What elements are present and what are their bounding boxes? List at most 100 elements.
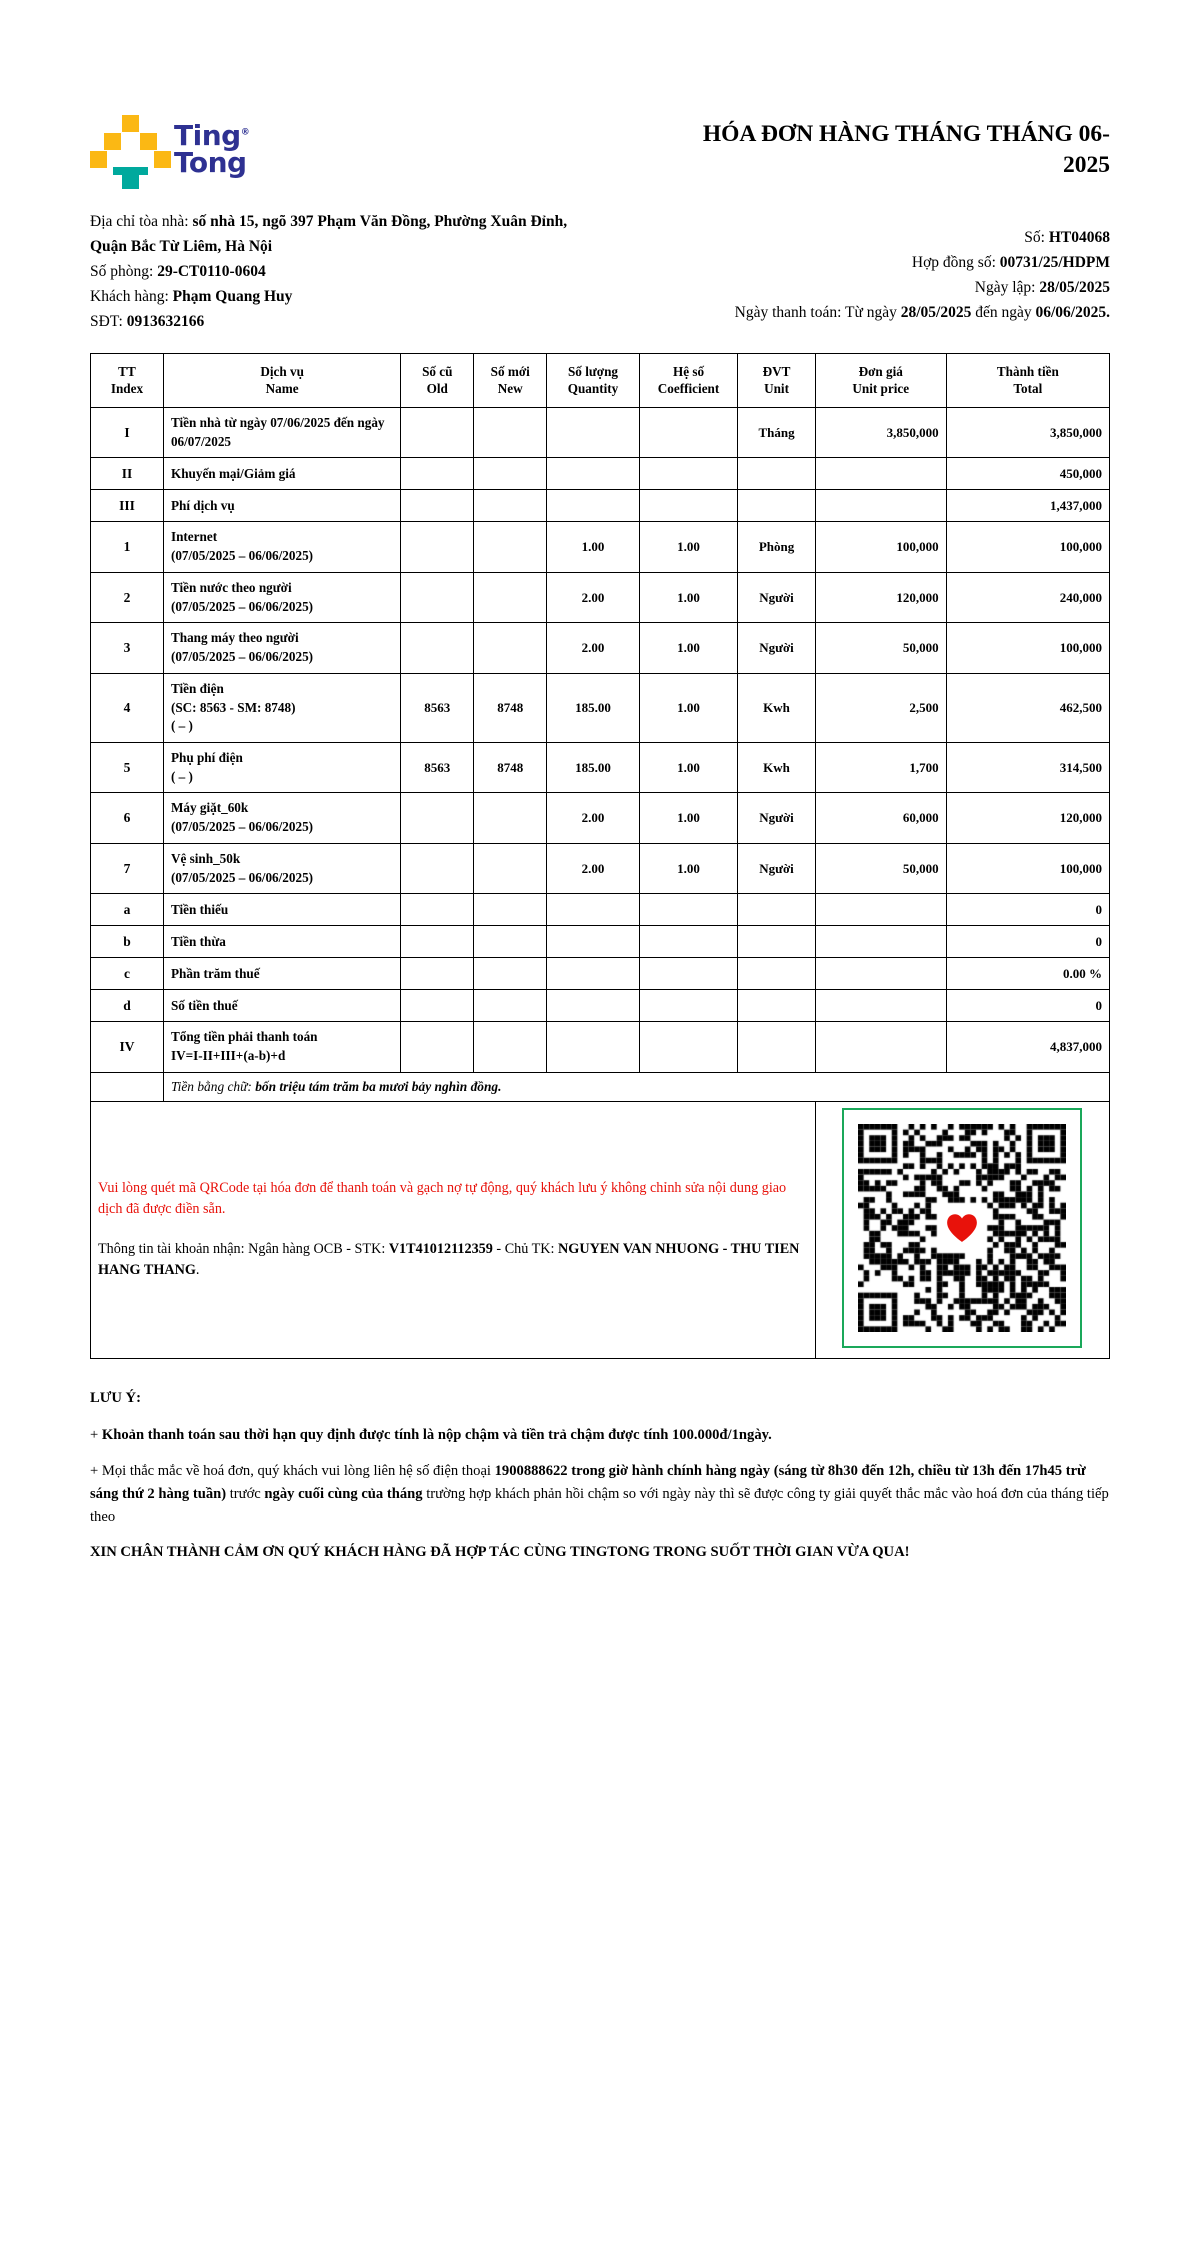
note-hotline: + Mọi thắc mắc về hoá đơn, quý khách vui… bbox=[90, 1462, 1109, 1526]
cell-coefficient: 1.00 bbox=[638, 571, 739, 624]
invoice-number-value: HT04068 bbox=[1048, 229, 1110, 246]
cell-old bbox=[400, 989, 475, 1023]
cell-total: 0 bbox=[945, 989, 1111, 1023]
cell-name: Tiền thiếu bbox=[162, 893, 402, 927]
cell-unit: Người bbox=[737, 792, 816, 844]
cell-coefficient bbox=[638, 1021, 739, 1073]
cell-unit bbox=[737, 457, 816, 491]
cell-index: 5 bbox=[90, 741, 164, 794]
cell-quantity: 2.00 bbox=[546, 622, 640, 674]
customer-phone-line: SĐT: 0913632166 bbox=[90, 309, 570, 334]
cell-old: 8563 bbox=[400, 672, 475, 744]
cell-unit: Kwh bbox=[737, 672, 816, 744]
table-row: 4 Tiền điện (SC: 8563 - SM: 8748)( – ) 8563… bbox=[90, 672, 1111, 744]
cell-unit: Tháng bbox=[737, 406, 816, 459]
cell-index: 1 bbox=[90, 521, 164, 573]
bank-account-number: V1T41012112359 bbox=[388, 1240, 493, 1257]
cell-new bbox=[473, 792, 548, 844]
table-row: c Phần trăm thuế 0.00 % bbox=[90, 957, 1111, 991]
cell-total: 240,000 bbox=[945, 571, 1111, 624]
payment-period-label: Ngày thanh toán: Từ ngày bbox=[734, 304, 897, 322]
created-date-value: 28/05/2025 bbox=[1039, 279, 1110, 297]
cell-unit bbox=[737, 925, 816, 959]
cell-name: Tổng tiền phải thanh toán IV=I-II+III+(a-… bbox=[162, 1021, 402, 1073]
invoice-footer-notes: LƯU Ý: + Khoản thanh toán sau thời hạn q… bbox=[0, 1359, 1200, 1604]
cell-coefficient: 1.00 bbox=[638, 622, 739, 674]
cell-new bbox=[473, 989, 548, 1023]
cell-index: c bbox=[90, 957, 164, 991]
cell-total: 4,837,000 bbox=[945, 1021, 1111, 1073]
qr-code-frame[interactable] bbox=[842, 1107, 1083, 1348]
cell-name: Số tiền thuế bbox=[162, 989, 402, 1023]
cell-quantity bbox=[546, 989, 640, 1023]
table-row: IV Tổng tiền phải thanh toán IV=I-II+III+(… bbox=[90, 1021, 1111, 1073]
col-header-index: TT Index bbox=[90, 352, 164, 408]
cell-coefficient: 1.00 bbox=[638, 842, 739, 895]
cell-coefficient: 1.00 bbox=[638, 521, 739, 573]
cell-quantity bbox=[546, 406, 640, 459]
logo-text-ting: Ting bbox=[174, 119, 241, 153]
cell-quantity: 2.00 bbox=[546, 842, 640, 895]
cell-new bbox=[473, 457, 548, 491]
table-row: d Số tiền thuế 0 bbox=[90, 989, 1111, 1023]
invoice-meta: Địa chỉ tòa nhà: số nhà 15, ngõ 397 Phạm… bbox=[0, 187, 1200, 335]
contract-number-line: Hợp đồng số: 00731/25/HDPM bbox=[570, 250, 1110, 275]
cell-name: Vệ sinh_50k (07/05/2025 – 06/06/2025) bbox=[162, 842, 402, 895]
payment-period-from: 28/05/2025 bbox=[900, 304, 972, 322]
contract-number-value: 00731/25/HDPM bbox=[999, 254, 1110, 272]
cell-new: 8748 bbox=[473, 741, 548, 794]
cell-new bbox=[473, 957, 548, 991]
cell-index: 3 bbox=[90, 622, 164, 674]
cell-quantity: 2.00 bbox=[546, 792, 640, 844]
cell-quantity bbox=[546, 925, 640, 959]
cell-quantity: 2.00 bbox=[546, 571, 640, 624]
cell-new bbox=[473, 406, 548, 459]
cell-new bbox=[473, 842, 548, 895]
cell-unit bbox=[737, 489, 816, 523]
thanks-message: XIN CHÂN THÀNH CẢM ƠN QUÝ KHÁCH HÀNG ĐÃ … bbox=[90, 1544, 910, 1561]
cell-index: 6 bbox=[90, 792, 164, 844]
invoice-meta-right: Số: HT04068 Hợp đồng số: 00731/25/HDPM N… bbox=[570, 209, 1110, 335]
cell-index: IV bbox=[90, 1021, 164, 1073]
invoice-table-head: TT Index Dịch vụ Name Số cũ Old Số mới N… bbox=[90, 352, 1111, 408]
cell-new bbox=[473, 571, 548, 624]
cell-total: 100,000 bbox=[945, 842, 1111, 895]
cell-index: d bbox=[90, 989, 164, 1023]
col-header-total: Thành tiền Total bbox=[945, 352, 1111, 408]
cell-old bbox=[400, 457, 475, 491]
cell-coefficient: 1.00 bbox=[638, 741, 739, 794]
cell-unit-price: 100,000 bbox=[814, 521, 947, 573]
cell-spacer bbox=[90, 1071, 164, 1102]
table-row: 6 Máy giặt_60k (07/05/2025 – 06/06/2025) 2.… bbox=[90, 792, 1111, 844]
cell-unit: Phòng bbox=[737, 521, 816, 573]
invoice-number-label: Số: bbox=[1024, 229, 1045, 246]
cell-unit bbox=[737, 989, 816, 1023]
room-number-line: Số phòng: 29-CT0110-0604 bbox=[90, 259, 570, 284]
cell-old bbox=[400, 1021, 475, 1073]
customer-phone-value: 0913632166 bbox=[126, 313, 205, 331]
cell-unit-price: 1,700 bbox=[814, 741, 947, 794]
cell-new bbox=[473, 1021, 548, 1073]
cell-name: Internet (07/05/2025 – 06/06/2025) bbox=[162, 521, 402, 573]
invoice-header: Ting® Tong HÓA ĐƠN HÀNG THÁNG THÁNG 06-2… bbox=[0, 0, 1200, 189]
customer-name-value: Phạm Quang Huy bbox=[172, 288, 293, 306]
cell-unit-price bbox=[814, 893, 947, 927]
cell-name: Tiền thừa bbox=[162, 925, 402, 959]
invoice-meta-left: Địa chỉ tòa nhà: số nhà 15, ngõ 397 Phạm… bbox=[90, 209, 570, 335]
qr-payment-notice: Vui lòng quét mã QRCode tại hóa đơn để t… bbox=[98, 1179, 787, 1218]
invoice-number-line: Số: HT04068 bbox=[570, 209, 1110, 250]
cell-unit-price: 2,500 bbox=[814, 672, 947, 744]
cell-coefficient: 1.00 bbox=[638, 672, 739, 744]
cell-name: Tiền nước theo người (07/05/2025 – 06/06/… bbox=[162, 571, 402, 624]
bank-account-info: Thông tin tài khoản nhận: Ngân hàng OCB … bbox=[98, 1240, 800, 1279]
qr-code-image[interactable] bbox=[858, 1123, 1067, 1332]
note-late-payment: + Khoản thanh toán sau thời hạn quy định… bbox=[90, 1426, 772, 1443]
table-row: 5 Phụ phí điện( – ) 8563 8748 185.00 1.00 Kwh 1… bbox=[90, 741, 1111, 794]
payment-info-cell: Vui lòng quét mã QRCode tại hóa đơn để t… bbox=[90, 1100, 816, 1359]
table-row: 3 Thang máy theo người (07/05/2025 – 06/06… bbox=[90, 622, 1111, 674]
cell-total: 0.00 % bbox=[945, 957, 1111, 991]
cell-old bbox=[400, 925, 475, 959]
cell-unit-price: 50,000 bbox=[814, 622, 947, 674]
cell-unit-price bbox=[814, 457, 947, 491]
table-row: a Tiền thiếu 0 bbox=[90, 893, 1111, 927]
